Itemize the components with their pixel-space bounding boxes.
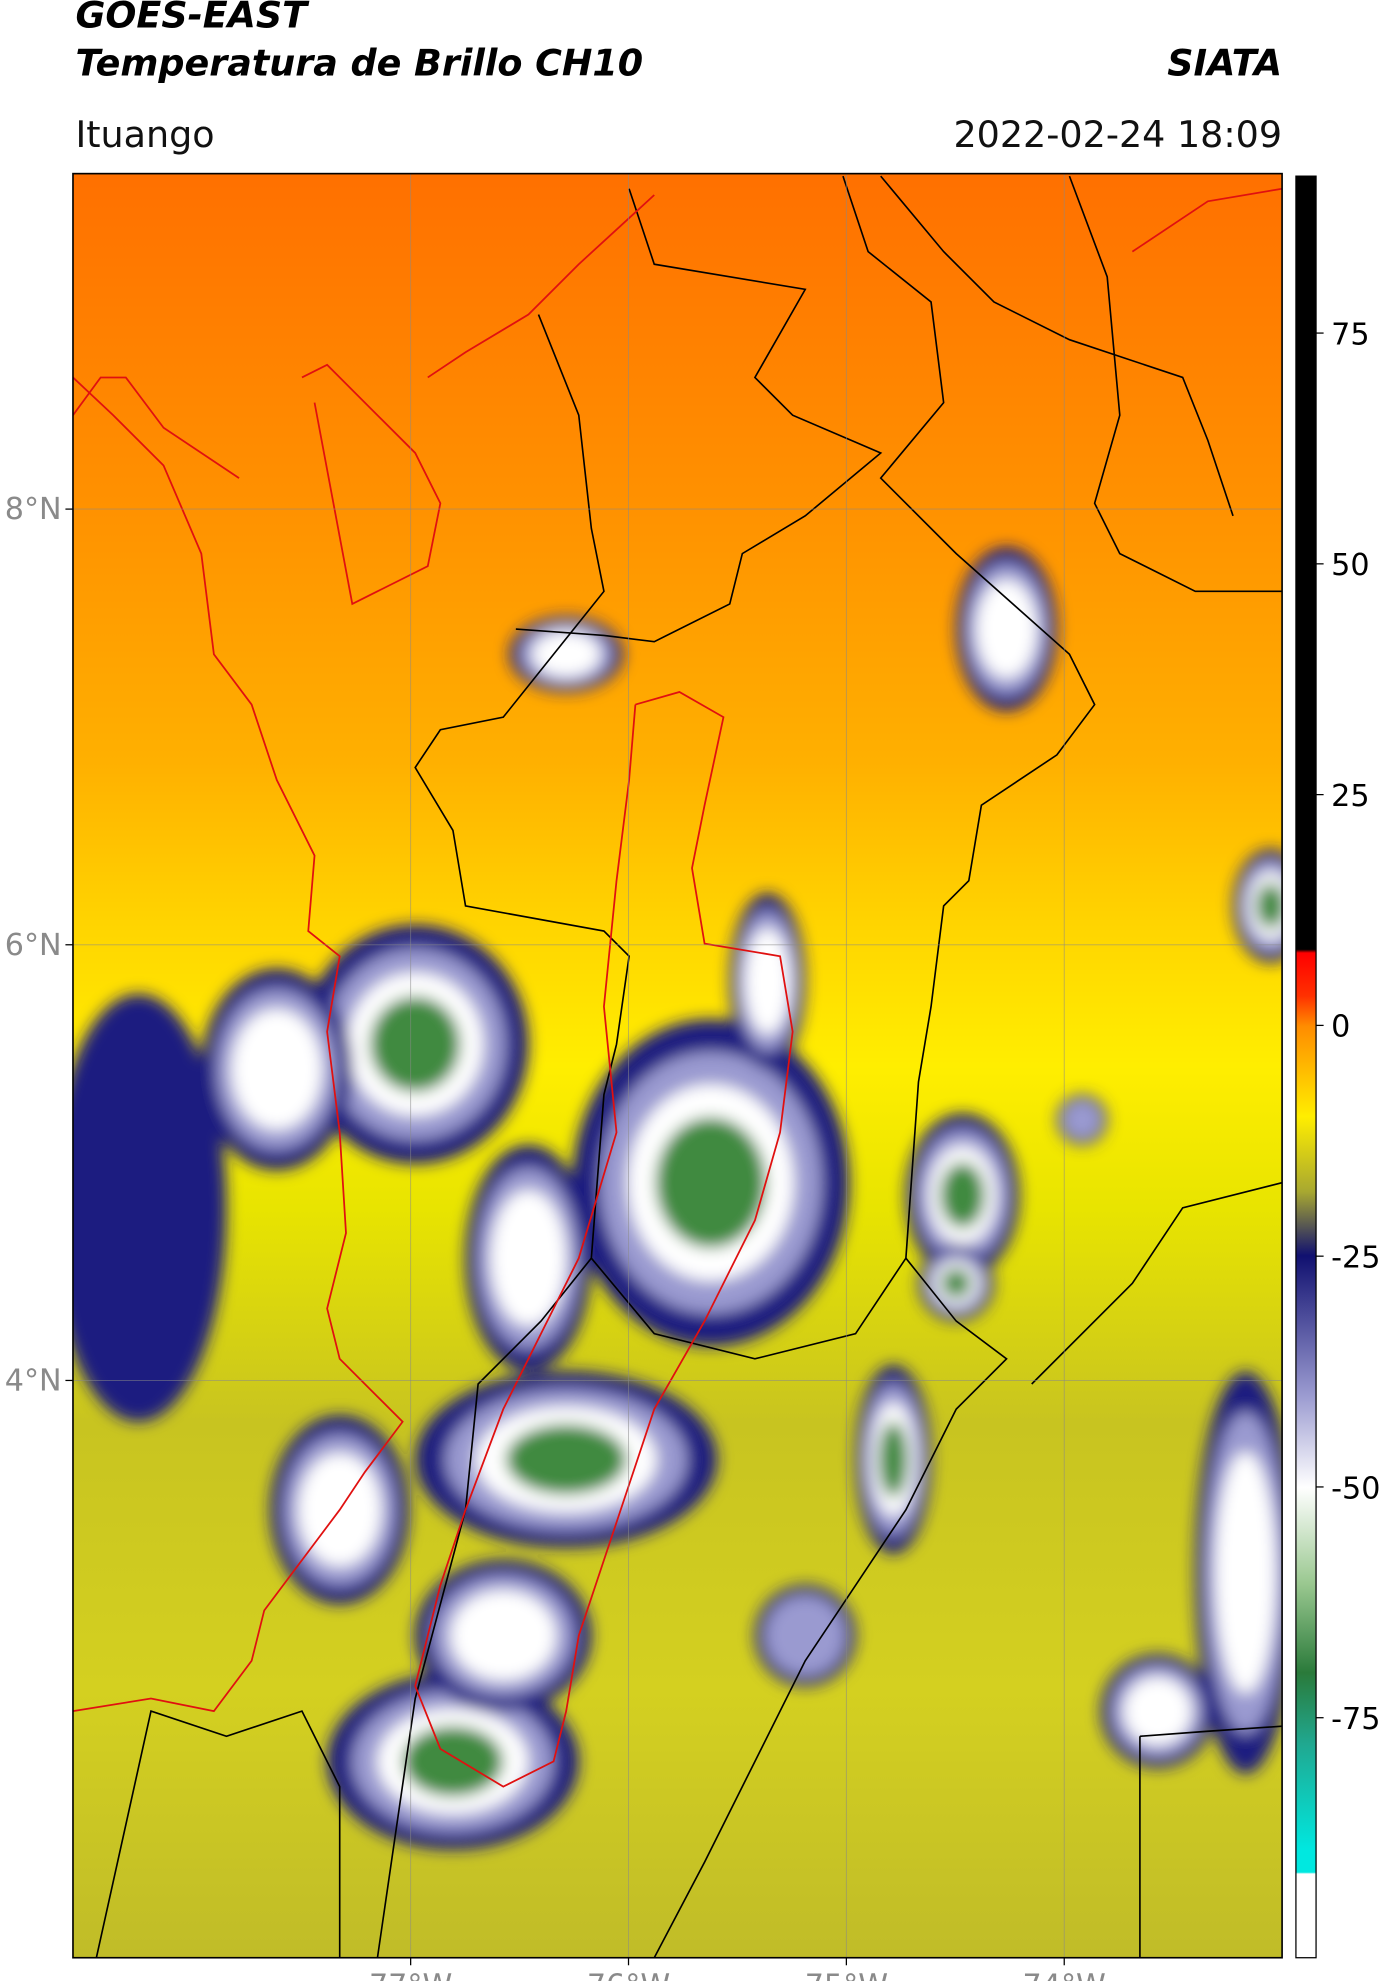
colorbar-label: -50 bbox=[1331, 1471, 1380, 1506]
timestamp: 2022-02-24 18:09 bbox=[953, 113, 1282, 156]
colorbar-label: 75 bbox=[1331, 317, 1369, 352]
colorbar-label: 50 bbox=[1331, 548, 1369, 583]
cloud bbox=[1123, 1677, 1192, 1746]
colorbar bbox=[1295, 175, 1317, 1959]
colorbar-label: -75 bbox=[1331, 1702, 1380, 1737]
lon-label: 77°W bbox=[369, 1968, 452, 1981]
colorbar-label: 0 bbox=[1331, 1010, 1350, 1045]
cloud bbox=[941, 1268, 972, 1299]
cloud bbox=[231, 1009, 323, 1130]
lon-label: 75°W bbox=[805, 1968, 888, 1981]
cloud bbox=[490, 1190, 567, 1327]
region: Ituango bbox=[75, 113, 214, 156]
cloud bbox=[532, 631, 601, 677]
cloud bbox=[976, 580, 1037, 679]
cloud bbox=[1215, 1451, 1276, 1694]
lat-label: 6°N bbox=[5, 928, 62, 963]
colorbar-label: -25 bbox=[1331, 1240, 1380, 1275]
cloud bbox=[744, 928, 791, 1035]
cloud bbox=[72, 994, 227, 1422]
cloud bbox=[505, 1424, 627, 1495]
cloud bbox=[1061, 1099, 1103, 1140]
title: GOES-EAST bbox=[75, 0, 310, 37]
gridlines bbox=[72, 173, 1283, 1958]
lat-label: 8°N bbox=[5, 492, 62, 527]
cloud bbox=[939, 1162, 986, 1228]
lon-label: 74°W bbox=[1023, 1968, 1106, 1981]
colorbar-ticks: 75 50 25 0 -25 -50 -75 bbox=[1316, 317, 1380, 1737]
cloud bbox=[369, 996, 461, 1093]
axis-labels: 8°N 6°N 4°N 77°W 76°W 75°W 74°W bbox=[5, 492, 1106, 1981]
lat-label: 4°N bbox=[5, 1364, 62, 1399]
map-frame bbox=[72, 172, 1283, 1959]
cloud bbox=[1255, 883, 1283, 929]
coastline bbox=[72, 187, 1283, 1788]
cloud bbox=[402, 1726, 504, 1797]
cloud bbox=[878, 1421, 909, 1498]
colorbar-label: 25 bbox=[1331, 779, 1369, 814]
cloud bbox=[764, 1595, 846, 1676]
borders bbox=[95, 175, 1283, 1958]
cloud bbox=[655, 1117, 767, 1249]
cloud bbox=[450, 1590, 557, 1681]
subtitle: Temperatura de Brillo CH10 bbox=[75, 41, 643, 84]
source: SIATA bbox=[1167, 41, 1282, 84]
map bbox=[72, 173, 1283, 1958]
clouds bbox=[72, 547, 1283, 1850]
lon-label: 76°W bbox=[587, 1968, 670, 1981]
